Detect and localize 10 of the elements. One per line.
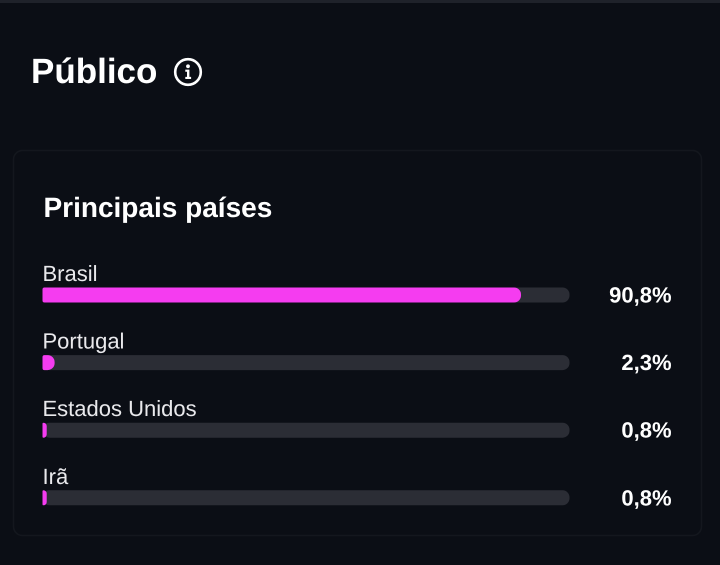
data-label: 0,8% bbox=[621, 418, 672, 443]
chart-title: Público bbox=[31, 51, 158, 93]
y-tick-label: Portugal bbox=[42, 328, 124, 354]
chart-subtitle: Principais países bbox=[44, 192, 272, 223]
data-label: 2,3% bbox=[621, 350, 672, 376]
y-tick-label: Estados Unidos bbox=[42, 396, 197, 422]
data-label: 90,8% bbox=[609, 282, 672, 308]
y-tick-label: Brasil bbox=[42, 261, 98, 286]
data-label: 0,8% bbox=[621, 485, 672, 510]
y-tick-label: Irã bbox=[42, 464, 69, 489]
